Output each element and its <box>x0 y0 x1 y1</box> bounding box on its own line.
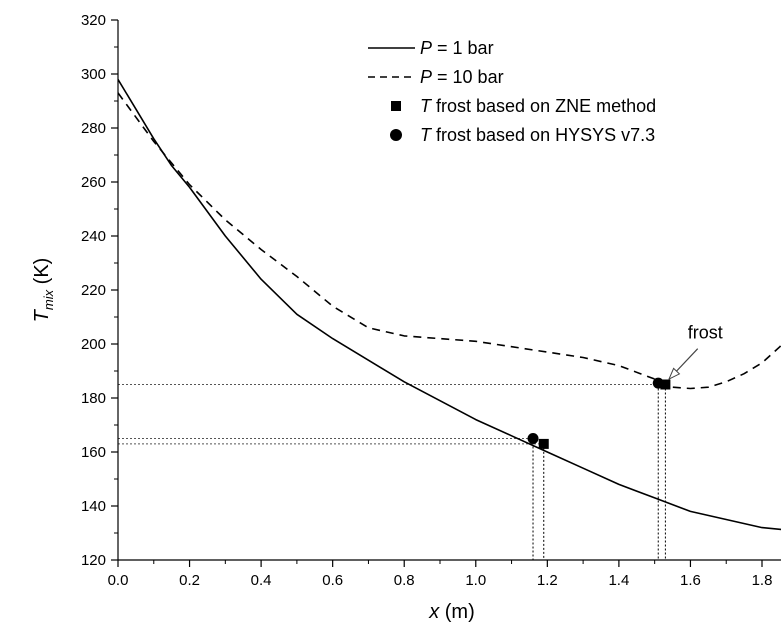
frost-markers <box>527 377 671 449</box>
x-tick-label: 0.6 <box>322 572 343 589</box>
legend-label-1bar: P = 1 bar <box>420 38 494 58</box>
x-tick-label: 1.4 <box>608 572 629 589</box>
y-tick-label: 280 <box>81 120 106 137</box>
y-tick-label: 180 <box>81 390 106 407</box>
y-tick-label: 320 <box>81 12 106 29</box>
frost-reference-lines <box>118 384 666 560</box>
legend-label-zne: T frost based on ZNE method <box>420 96 656 116</box>
y-tick-label: 300 <box>81 66 106 83</box>
y-tick-label: 220 <box>81 282 106 299</box>
x-tick-label: 0.2 <box>179 572 200 589</box>
x-axis-title: x (m) <box>428 601 475 623</box>
series-line-1bar <box>118 78 781 531</box>
y-tick-label: 260 <box>81 174 106 191</box>
x-tick-label: 0.4 <box>251 572 272 589</box>
x-tick-label: 0.0 <box>108 572 129 589</box>
legend: P = 1 bar P = 10 bar T frost based on ZN… <box>368 38 656 145</box>
x-tick-label: 1.6 <box>680 572 701 589</box>
zne-frost-marker <box>538 438 549 449</box>
x-tick-label: 1.2 <box>537 572 558 589</box>
legend-swatch-circle <box>390 129 402 141</box>
y-axis-title: Tmix (K) <box>31 258 56 323</box>
y-tick-label: 120 <box>81 552 106 569</box>
legend-label-hysys: T frost based on HYSYS v7.3 <box>420 125 655 145</box>
series-lines <box>118 78 781 531</box>
y-tick-label: 140 <box>81 498 106 515</box>
y-axis-ticks: 120 140 160 180 200 220 240 260 280 300 320 <box>81 12 118 569</box>
zne-frost-marker <box>660 379 671 390</box>
x-tick-label: 1.8 <box>752 572 773 589</box>
frost-annotation-label: frost <box>688 323 723 343</box>
frost-annotation: frost <box>668 323 723 381</box>
hysys-frost-marker <box>652 377 664 389</box>
legend-swatch-square <box>391 101 401 111</box>
y-tick-label: 160 <box>81 444 106 461</box>
legend-label-10bar: P = 10 bar <box>420 67 504 87</box>
x-tick-label: 1.0 <box>465 572 486 589</box>
y-tick-label: 240 <box>81 228 106 245</box>
frost-annotation-arrowhead <box>668 367 681 381</box>
x-tick-label: 0.8 <box>394 572 415 589</box>
y-tick-label: 200 <box>81 336 106 353</box>
hysys-frost-marker <box>527 433 539 444</box>
x-axis-ticks: 0.0 0.2 0.4 0.6 0.8 1.0 1.2 1.4 1.6 1.8 <box>108 560 773 589</box>
